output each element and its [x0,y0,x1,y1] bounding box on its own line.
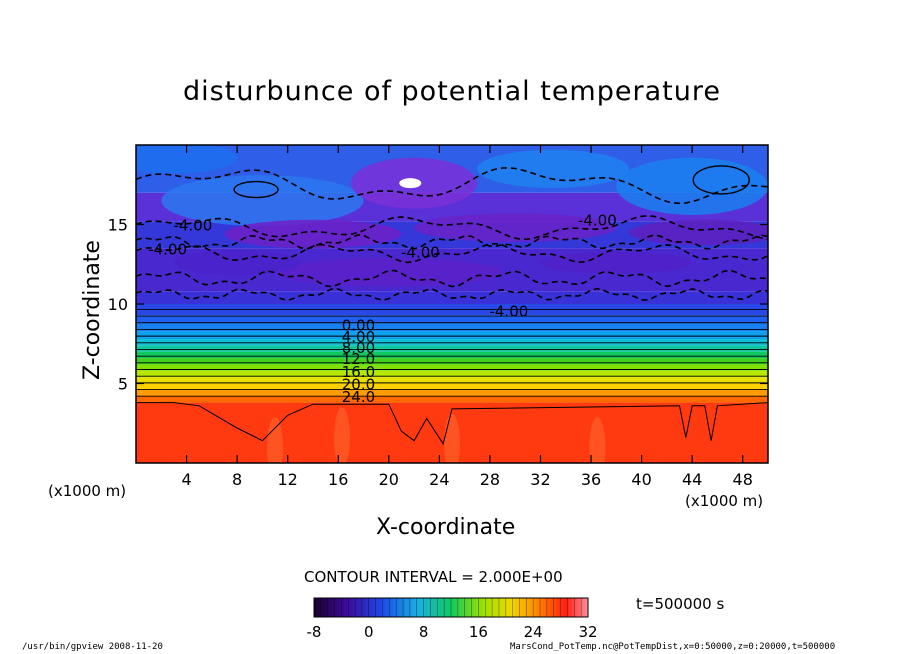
x-tick-label: 48 [733,470,753,489]
x-unit-label: (x1000 m) [685,492,764,510]
contour-label: 16.0 [342,363,375,381]
x-tick-label: 8 [232,470,242,489]
field-band [136,351,768,359]
contour-label: 8.00 [342,339,375,357]
field-peak [399,178,422,189]
x-tick-label: 44 [682,470,702,489]
x-tick-label: 24 [429,470,449,489]
contour-label: -4.00 [578,212,617,230]
field-band [136,383,768,390]
x-tick-label: 12 [278,470,298,489]
field-band [136,396,768,403]
colorbar-tick-label: 8 [419,623,429,641]
x-tick-label: 4 [181,470,191,489]
field-band [136,364,768,371]
contour-label: -4.00 [148,240,187,258]
field-band [136,338,768,346]
y-tick-label: 5 [118,375,128,394]
contour-label: -4.00 [401,244,440,262]
contour-label: 4.00 [342,328,375,346]
field-blob [628,219,768,246]
field-plume [334,407,351,463]
x-tick-label: 40 [631,470,651,489]
contour-interval-label: CONTOUR INTERVAL = 2.000E+00 [304,568,563,586]
colorbar-tick-label: 24 [524,623,543,641]
field-plume [444,413,460,463]
colorbar-tick-label: -8 [307,623,322,641]
contour-solid [233,180,279,199]
contour-label: -4.00 [173,217,212,235]
contour-label: 24.0 [342,388,375,406]
contour-solid [136,402,768,446]
x-tick-label: 36 [581,470,601,489]
field-band [136,323,768,332]
contour-dashed [136,287,768,302]
contour-label: 0.00 [342,317,375,335]
field-blob [161,175,364,227]
field-blob [136,145,238,174]
colorbar-tick-label: 16 [469,623,488,641]
field-blob [414,213,617,242]
x-tick-label: 32 [530,470,550,489]
contour-label: -4.00 [489,302,528,320]
field-blob [477,149,629,188]
field-plume [267,417,284,463]
x-tick-label: 20 [379,470,399,489]
footer-right: MarsCond_PotTemp.nc@PotTempDist,x=0:5000… [510,642,836,652]
chart-title: disturbunce of potential temperature [183,76,721,107]
y-tick-label: 15 [108,216,128,235]
y-axis-label: Z-coordinate [80,240,105,380]
field-band [136,331,768,339]
contour-solid [692,165,750,195]
colorbar-ticks: -8 0 8 16 24 32 [307,598,598,641]
footer-left: /usr/bin/gpview 2008-11-20 [22,642,163,652]
contour-dashed [136,269,768,288]
field-blob [173,249,301,276]
field-band [136,389,768,397]
contour-label: 20.0 [342,376,375,394]
x-tick-label: 28 [480,470,500,489]
colorbar-tick-label: 32 [578,623,597,641]
x-axis-label: X-coordinate [376,515,516,540]
field-blob [540,251,693,274]
contour-dashed [136,234,768,250]
contour-dashed [136,214,768,241]
y-tick-label: 10 [108,295,128,314]
contour-lines [136,165,768,446]
field-band [136,358,768,365]
heatmap-field [136,145,768,463]
field-blob [275,257,503,287]
field-band [136,315,768,324]
colorbar-tick-label: 0 [364,623,374,641]
field-blob [224,219,402,249]
field-band [136,345,768,352]
field-band [136,377,768,384]
time-label: t=500000 s [636,595,725,613]
field-band [136,370,768,378]
x-tick-label: 16 [328,470,348,489]
y-unit-label: (x1000 m) [48,482,127,500]
contour-label: 12.0 [342,350,375,368]
field-plume [589,417,606,463]
field-blob [616,157,768,215]
